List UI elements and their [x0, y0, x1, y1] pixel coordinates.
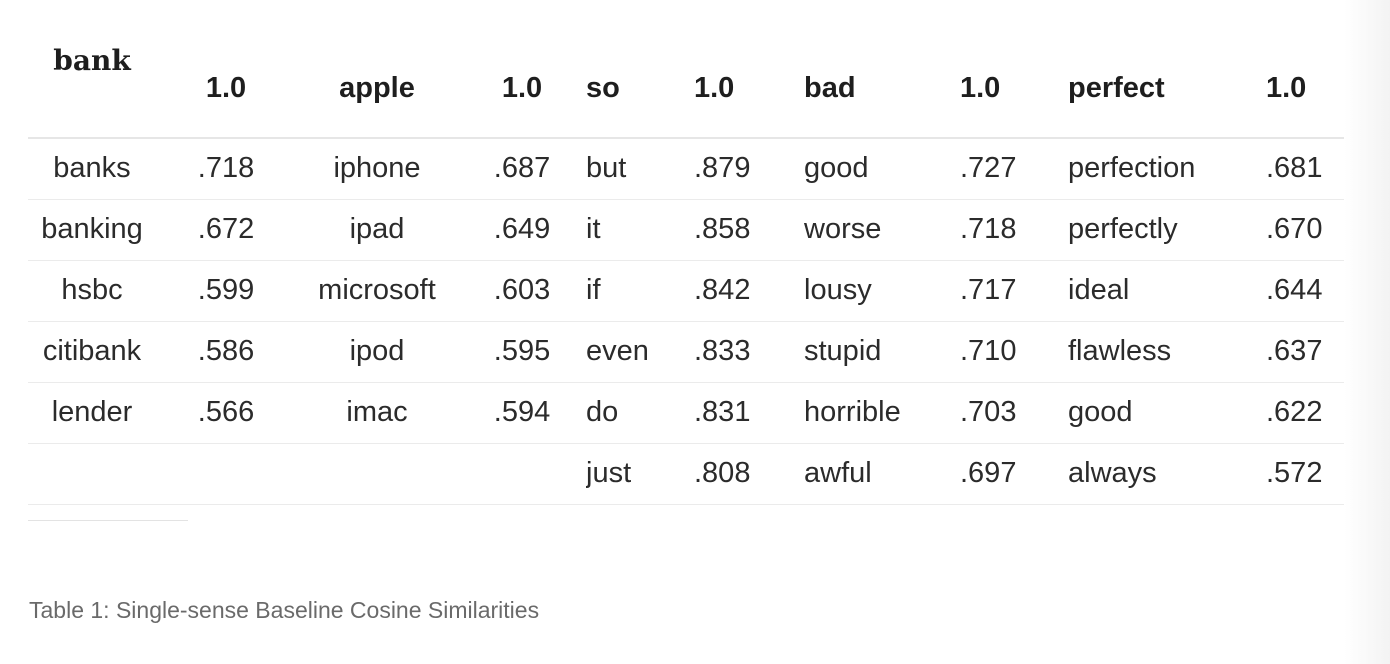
header-score-so: 1.0 [694, 72, 735, 104]
table-cell: good [804, 152, 869, 185]
table-cell: .703 [960, 396, 1017, 428]
table-row: just .808 awful .697 always .572 [28, 443, 1344, 504]
table-cell: microsoft [318, 274, 436, 306]
header-word-apple: apple [339, 72, 415, 104]
header-word-bank: bank [53, 44, 131, 77]
table-cell: .649 [493, 213, 551, 245]
table-cell: .681 [1266, 152, 1323, 185]
table-cell: if [586, 274, 601, 306]
table-cell: always [1068, 457, 1157, 489]
table-cell: .697 [960, 457, 1017, 489]
table-cell: flawless [1068, 335, 1172, 367]
table-cell: lousy [804, 274, 872, 306]
table-cell [296, 443, 458, 504]
table-cell: .622 [1266, 396, 1323, 428]
table-cell: .595 [493, 335, 551, 367]
table-cell: .727 [960, 152, 1017, 185]
table-cell [156, 443, 296, 504]
table-cell: .572 [1266, 457, 1323, 489]
table-cell: .718 [960, 213, 1017, 245]
table-cell: perfectly [1068, 213, 1178, 245]
table-row: banks .718 iphone .687 but .879 good .72… [28, 138, 1344, 199]
table-cell: stupid [804, 335, 882, 367]
header-word-so: so [586, 72, 620, 104]
table-cell: .718 [197, 152, 255, 185]
table-cell: ipad [349, 213, 405, 245]
header-row: bank 1.0 apple 1.0 so 1.0 bad 1.0 perfec… [28, 38, 1344, 138]
similarity-table: bank 1.0 apple 1.0 so 1.0 bad 1.0 perfec… [28, 38, 1344, 505]
table-cell: citibank [42, 335, 142, 367]
table-cell: .566 [197, 396, 255, 428]
table-cell: .644 [1266, 274, 1323, 306]
table-cell: worse [804, 213, 882, 245]
table-cell: do [586, 396, 619, 428]
table-cell: hsbc [61, 274, 123, 306]
table-cell: ipod [349, 335, 405, 367]
table-cell: iphone [333, 152, 421, 185]
table-row: hsbc .599 microsoft .603 if .842 lousy .… [28, 260, 1344, 321]
table-cell: perfection [1068, 152, 1196, 185]
table-cell: .586 [197, 335, 255, 367]
table-cell: .717 [960, 274, 1017, 306]
table-cell: ideal [1068, 274, 1130, 306]
table-cell: horrible [804, 396, 901, 428]
table-cell: good [1068, 396, 1133, 428]
table-cell: .858 [694, 213, 751, 245]
table-cell: .833 [694, 335, 751, 367]
table-cell [458, 443, 586, 504]
table-cell: .599 [197, 274, 255, 306]
table-row: citibank .586 ipod .595 even .833 stupid… [28, 321, 1344, 382]
table-caption: Table 1: Single-sense Baseline Cosine Si… [29, 597, 540, 623]
table-cell: .672 [197, 213, 255, 245]
table-cell: .710 [960, 335, 1017, 367]
table-cell: .808 [694, 457, 751, 489]
table-cell [28, 443, 156, 504]
table-cell: but [586, 152, 627, 185]
scroll-edge-shadow [1344, 0, 1390, 664]
table-cell: .603 [493, 274, 551, 306]
header-word-perfect: perfect [1068, 72, 1165, 104]
table-cell: .637 [1266, 335, 1323, 367]
table-cell: just [586, 457, 632, 489]
header-score-apple: 1.0 [501, 72, 543, 104]
table-cell: imac [346, 396, 408, 428]
table-cell: even [586, 335, 649, 367]
header-score-bad: 1.0 [960, 72, 1001, 104]
header-word-bad: bad [804, 72, 856, 104]
table-cell: banking [41, 213, 143, 245]
table-body: banks .718 iphone .687 but .879 good .72… [28, 138, 1344, 504]
table-cell: .687 [493, 152, 551, 185]
table-cell: .670 [1266, 213, 1323, 245]
table-cell: .831 [694, 396, 751, 428]
table-row: lender .566 imac .594 do .831 horrible .… [28, 382, 1344, 443]
table-cell: lender [51, 396, 133, 428]
table-row: banking .672 ipad .649 it .858 worse .71… [28, 199, 1344, 260]
table-cell: .842 [694, 274, 751, 306]
table-cell: banks [53, 152, 131, 185]
table-cell: .594 [493, 396, 551, 428]
footnote-divider [28, 520, 188, 521]
table-cell: it [586, 213, 601, 245]
header-score-bank: 1.0 [205, 72, 247, 104]
header-score-perfect: 1.0 [1266, 72, 1307, 104]
table-cell: awful [804, 457, 872, 489]
table-cell: .879 [694, 152, 751, 185]
